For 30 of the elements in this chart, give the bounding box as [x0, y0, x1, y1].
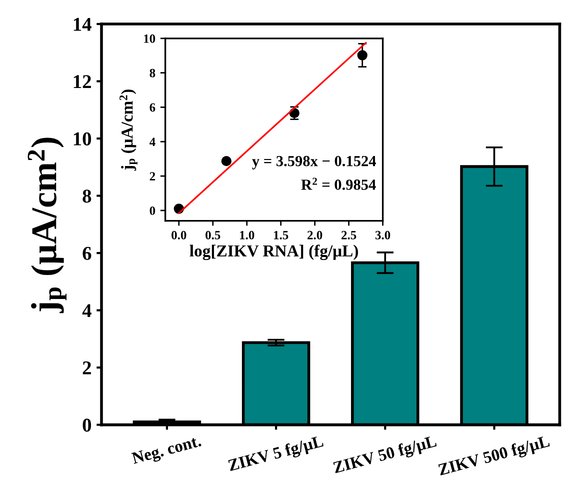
- annotation: R$^{2}$ = 0.9854: [301, 178, 376, 190]
- y-tick-label: 6: [82, 246, 92, 260]
- y-tick-label: 4: [150, 138, 156, 146]
- x-tick-label: ZIKV 50 fg/μL: [332, 434, 438, 477]
- x-tick-label: 2.0: [308, 230, 322, 240]
- x-tick-label: 1.0: [240, 230, 254, 240]
- x-tick-label: 3.0: [375, 230, 390, 240]
- x-axis-title: log[ZIKV RNA] (fg/μL): [190, 244, 358, 260]
- y-tick-label: 12: [74, 75, 91, 88]
- x-tick-label: 1.5: [274, 230, 288, 240]
- y-tick-label: 2: [150, 172, 156, 180]
- y-tick-label: 8: [150, 68, 156, 78]
- x-tick-label: Neg. cont.: [131, 435, 202, 468]
- y-tick-label: 8: [82, 190, 92, 203]
- y-tick-label: 0: [82, 418, 92, 432]
- x-tick-label: ZIKV 5 fg/μL: [227, 434, 325, 475]
- y-tick-label: 10: [74, 132, 92, 146]
- x-tick-label: 0.0: [172, 230, 186, 240]
- y-axis-title: j$_{p}$ (μA/cm$^{2}$): [28, 138, 66, 314]
- y-tick-label: 14: [74, 18, 92, 31]
- y-tick-label: 6: [150, 103, 156, 112]
- annotation: y = 3.598x − 0.1524: [252, 156, 376, 170]
- y-axis-title: j$_{p}$ (μA/cm$^{2}$): [120, 90, 138, 171]
- x-tick-label: ZIKV 500 fg/μL: [438, 434, 551, 479]
- x-tick-label: 0.5: [206, 230, 220, 240]
- y-tick-label: 4: [82, 304, 92, 318]
- y-tick-label: 10: [144, 34, 156, 43]
- y-tick-label: 0: [150, 206, 156, 215]
- y-tick-label: 2: [82, 361, 91, 374]
- x-tick-label: 2.5: [342, 230, 356, 240]
